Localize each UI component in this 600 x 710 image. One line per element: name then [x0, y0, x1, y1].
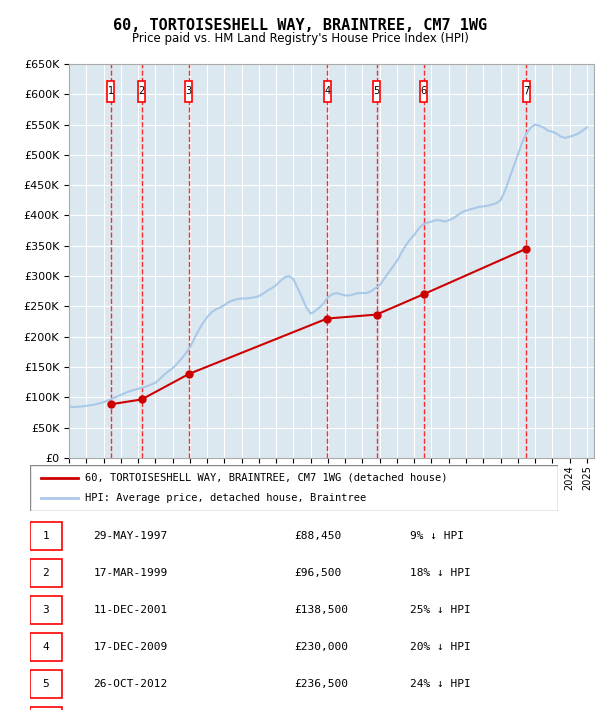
- FancyBboxPatch shape: [30, 707, 62, 710]
- Text: 9% ↓ HPI: 9% ↓ HPI: [410, 531, 464, 541]
- FancyBboxPatch shape: [324, 81, 331, 102]
- FancyBboxPatch shape: [30, 523, 62, 550]
- Text: 11-DEC-2001: 11-DEC-2001: [94, 605, 167, 615]
- Text: 17-MAR-1999: 17-MAR-1999: [94, 568, 167, 578]
- Text: 3: 3: [43, 605, 49, 615]
- Text: 60, TORTOISESHELL WAY, BRAINTREE, CM7 1WG: 60, TORTOISESHELL WAY, BRAINTREE, CM7 1W…: [113, 18, 487, 33]
- FancyBboxPatch shape: [30, 596, 62, 624]
- Text: 1: 1: [107, 87, 113, 97]
- FancyBboxPatch shape: [30, 633, 62, 661]
- Text: HPI: Average price, detached house, Braintree: HPI: Average price, detached house, Brai…: [85, 493, 367, 503]
- Text: 29-MAY-1997: 29-MAY-1997: [94, 531, 167, 541]
- Text: 2: 2: [43, 568, 49, 578]
- FancyBboxPatch shape: [30, 559, 62, 587]
- Text: 6: 6: [421, 87, 427, 97]
- Text: 25% ↓ HPI: 25% ↓ HPI: [410, 605, 471, 615]
- Text: Price paid vs. HM Land Registry's House Price Index (HPI): Price paid vs. HM Land Registry's House …: [131, 32, 469, 45]
- Text: 7: 7: [523, 87, 529, 97]
- FancyBboxPatch shape: [138, 81, 145, 102]
- Text: 20% ↓ HPI: 20% ↓ HPI: [410, 642, 471, 652]
- FancyBboxPatch shape: [373, 81, 380, 102]
- FancyBboxPatch shape: [420, 81, 427, 102]
- Text: 1: 1: [43, 531, 49, 541]
- FancyBboxPatch shape: [107, 81, 114, 102]
- Text: 17-DEC-2009: 17-DEC-2009: [94, 642, 167, 652]
- Text: £88,450: £88,450: [294, 531, 341, 541]
- Text: 60, TORTOISESHELL WAY, BRAINTREE, CM7 1WG (detached house): 60, TORTOISESHELL WAY, BRAINTREE, CM7 1W…: [85, 473, 448, 483]
- FancyBboxPatch shape: [30, 465, 558, 511]
- Text: 5: 5: [373, 87, 380, 97]
- Text: 4: 4: [324, 87, 330, 97]
- FancyBboxPatch shape: [523, 81, 530, 102]
- FancyBboxPatch shape: [30, 670, 62, 698]
- Text: 26-OCT-2012: 26-OCT-2012: [94, 679, 167, 689]
- Text: 2: 2: [139, 87, 145, 97]
- Text: £230,000: £230,000: [294, 642, 348, 652]
- Text: £96,500: £96,500: [294, 568, 341, 578]
- Text: £236,500: £236,500: [294, 679, 348, 689]
- Text: 3: 3: [186, 87, 192, 97]
- Text: 5: 5: [43, 679, 49, 689]
- Text: 4: 4: [43, 642, 49, 652]
- FancyBboxPatch shape: [185, 81, 192, 102]
- Text: £138,500: £138,500: [294, 605, 348, 615]
- Text: 18% ↓ HPI: 18% ↓ HPI: [410, 568, 471, 578]
- Text: 24% ↓ HPI: 24% ↓ HPI: [410, 679, 471, 689]
